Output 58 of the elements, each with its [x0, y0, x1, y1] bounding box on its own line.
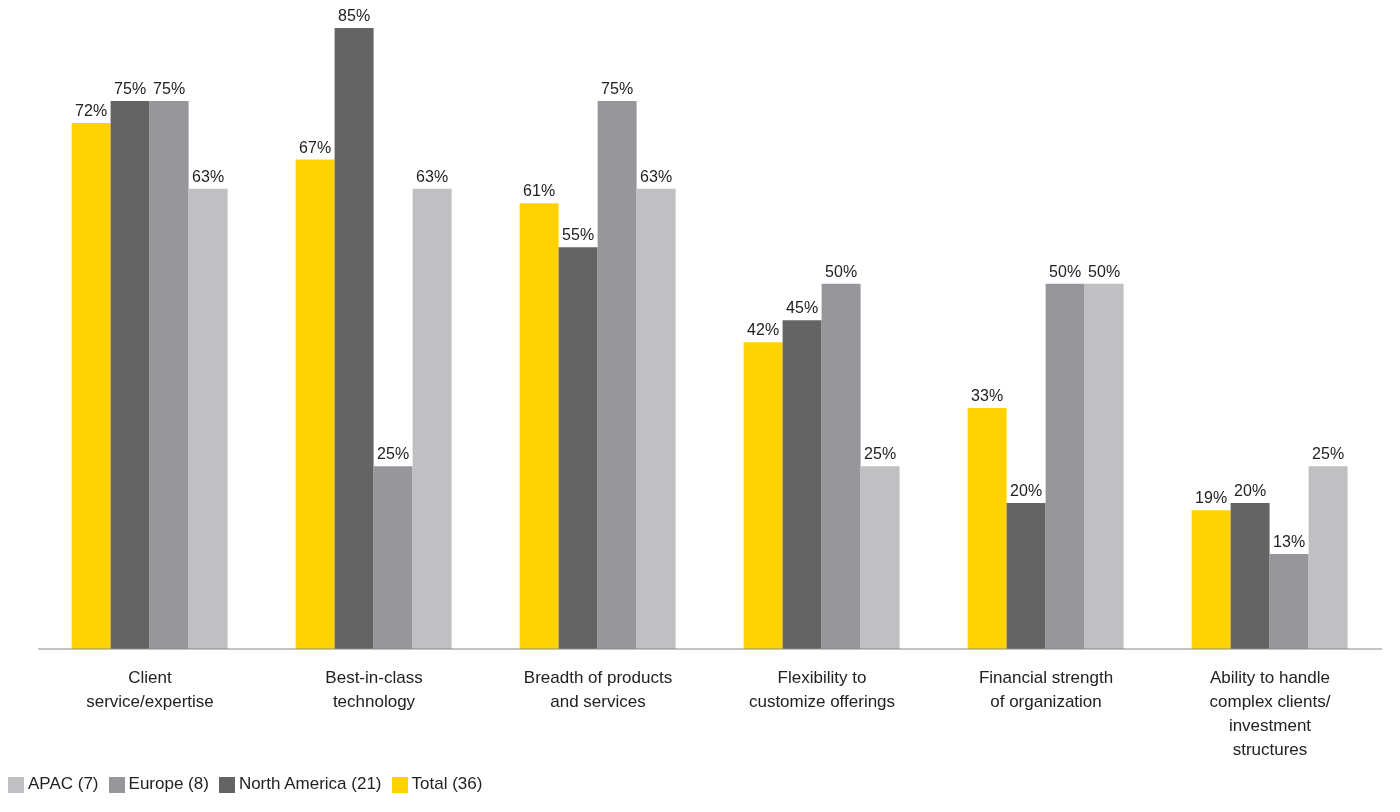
data-label: 85%: [338, 7, 371, 24]
bar: [636, 188, 676, 649]
bar: [558, 247, 598, 649]
data-label: 25%: [864, 445, 897, 463]
data-label: 45%: [786, 299, 819, 317]
legend-label: Total (36): [411, 774, 483, 793]
data-label: 63%: [416, 167, 449, 185]
bar: [1269, 554, 1309, 649]
x-tick-label: Financial strength of organization: [978, 668, 1114, 711]
x-tick-label: Flexibility to customize offerings: [748, 668, 896, 711]
data-label: 63%: [640, 167, 673, 185]
bar: [1084, 283, 1124, 649]
data-label: 67%: [299, 138, 332, 156]
bar: [743, 342, 783, 649]
x-tick-label: Best-in-class technology: [325, 668, 423, 711]
data-label: 63%: [192, 167, 225, 185]
legend-label: Europe (8): [128, 774, 209, 793]
data-label: 50%: [1088, 262, 1121, 280]
data-label: 50%: [825, 262, 858, 280]
bar: [373, 466, 413, 649]
bar: [334, 28, 374, 649]
data-label: 20%: [1234, 481, 1267, 499]
legend-label: APAC (7): [28, 774, 99, 793]
bar: [597, 101, 637, 649]
data-label: 13%: [1273, 533, 1306, 551]
data-label: 25%: [1312, 445, 1345, 463]
data-label: 25%: [377, 445, 410, 463]
bar: [1045, 283, 1085, 649]
bar: [110, 101, 150, 649]
x-tick-label: Ability to handle complex clients/ investment structures: [1209, 668, 1331, 759]
bar: [1308, 466, 1348, 649]
data-label: 33%: [971, 386, 1004, 404]
data-label: 75%: [114, 80, 147, 98]
x-tick-label: Breadth of products and services: [523, 668, 673, 711]
data-label: 75%: [601, 80, 634, 98]
bar: [149, 101, 189, 649]
bar: [1191, 510, 1231, 649]
bar: [1006, 502, 1046, 649]
bar: [295, 159, 335, 649]
bar: [821, 283, 861, 649]
legend-label: North America (21): [238, 774, 382, 793]
data-label: 50%: [1049, 262, 1082, 280]
data-label: 72%: [75, 101, 108, 119]
data-label: 75%: [153, 80, 186, 98]
data-label: 61%: [523, 182, 556, 200]
bar: [188, 188, 228, 649]
data-label: 55%: [562, 226, 595, 244]
bar: [412, 188, 452, 649]
bar: [860, 466, 900, 649]
bar: [1230, 502, 1270, 649]
data-label: 42%: [747, 321, 780, 339]
bar: [71, 122, 111, 649]
bar: [519, 203, 559, 649]
x-tick-label: Client service/expertise: [86, 668, 214, 711]
data-label: 19%: [1195, 489, 1228, 507]
bar: [967, 407, 1007, 649]
bar: [782, 320, 822, 649]
data-label: 20%: [1010, 481, 1043, 499]
